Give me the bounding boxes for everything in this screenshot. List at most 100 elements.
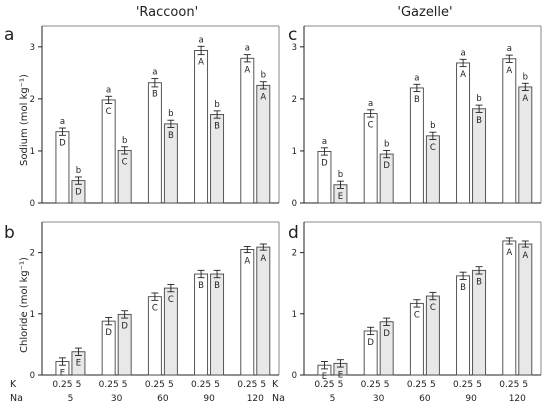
sig-letter-na: D [383, 329, 390, 339]
sig-letter-na: D [321, 158, 328, 168]
row-label-na: Na [272, 393, 285, 404]
bar-k5 [518, 86, 533, 204]
sig-letter-na: A [460, 70, 466, 80]
sig-letter-k: a [368, 99, 373, 109]
x-tick-k: 0.25 [499, 380, 519, 390]
sig-letter-k: b [476, 94, 481, 104]
bar-k0.25 [240, 57, 255, 204]
x-tick-k: 5 [384, 380, 390, 390]
y-tick-label: 2 [30, 95, 35, 105]
sig-letter-na: D [383, 161, 390, 171]
x-tick-k: 5 [214, 380, 220, 390]
sig-letter-k: a [60, 117, 65, 127]
y-tick-label: 0 [292, 199, 297, 209]
x-tick-k: 5 [76, 380, 82, 390]
sig-letter-na: A [506, 66, 512, 76]
bar-k0.25 [502, 240, 517, 376]
x-tick-k: 0.25 [191, 380, 211, 390]
bar-k0.25 [240, 249, 255, 376]
x-tick-k: 0.25 [453, 380, 473, 390]
x-tick-k: 0.25 [99, 380, 119, 390]
bar-k5 [256, 84, 271, 204]
x-tick-k: 5 [522, 380, 528, 390]
sig-letter-na: A [522, 251, 528, 261]
x-tick-na: 30 [373, 394, 385, 404]
sig-letter-k: a [322, 137, 327, 147]
sig-letter-k: b [168, 109, 173, 119]
x-tick-na: 30 [111, 394, 123, 404]
y-tick-label: 3 [292, 43, 297, 53]
sig-letter-k: a [106, 85, 111, 95]
x-tick-na: 90 [203, 394, 215, 404]
y-tick-label: 0 [292, 371, 297, 381]
panel-letter-a: a [4, 25, 14, 45]
sig-letter-na: D [105, 328, 112, 338]
x-tick-na: 120 [509, 394, 526, 404]
y-tick-label: 2 [292, 249, 297, 259]
sig-letter-k: b [523, 72, 528, 82]
y-tick-label: 0 [30, 371, 35, 381]
x-tick-k: 0.25 [407, 380, 427, 390]
sig-letter-na: C [430, 143, 436, 153]
y-tick-label: 3 [30, 43, 35, 53]
sig-letter-k: a [460, 48, 465, 58]
sig-letter-na: C [106, 107, 112, 117]
sig-letter-na: A [260, 254, 266, 264]
sig-letter-k: a [507, 44, 512, 54]
y-tick-label: 2 [292, 95, 297, 105]
bar-k0.25 [456, 62, 471, 204]
row-label-na: Na [10, 393, 23, 404]
sig-letter-na: B [460, 283, 466, 293]
x-tick-na: 120 [247, 394, 264, 404]
sig-letter-na: D [59, 139, 66, 149]
y-tick-label: 0 [30, 199, 35, 209]
x-tick-k: 5 [122, 380, 128, 390]
cultivar-title-raccoon: 'Raccoon' [136, 5, 198, 20]
panel-b-chloride-raccoon: 012E0.25E55D0.25D530C0.25C560B0.25B590A0… [10, 221, 280, 404]
sig-letter-na: D [367, 338, 374, 348]
sig-letter-na: B [476, 277, 482, 287]
bar-k0.25 [409, 87, 424, 204]
chloride-ylabel: Chloride (mol kg⁻¹) [19, 257, 30, 353]
row-label-k: K [272, 379, 279, 390]
sig-letter-k: b [338, 170, 343, 180]
sig-letter-na: B [168, 131, 174, 141]
sig-letter-k: b [261, 71, 266, 81]
sig-letter-na: E [60, 369, 65, 379]
sig-letter-na: C [414, 310, 420, 320]
x-tick-na: 60 [157, 394, 169, 404]
x-tick-k: 5 [476, 380, 482, 390]
bar-k0.25 [147, 82, 162, 204]
sig-letter-k: a [245, 44, 250, 54]
y-tick-label: 2 [30, 249, 35, 259]
sig-letter-na: B [476, 116, 482, 126]
x-tick-na: 5 [68, 394, 74, 404]
sig-letter-na: C [430, 303, 436, 313]
bar-k5 [518, 243, 533, 376]
sig-letter-k: a [152, 68, 157, 78]
x-tick-k: 0.25 [314, 380, 334, 390]
x-tick-na: 60 [419, 394, 431, 404]
sig-letter-na: A [244, 65, 250, 75]
sig-letter-na: E [338, 370, 343, 380]
x-tick-k: 0.25 [52, 380, 72, 390]
sig-letter-k: b [122, 136, 127, 146]
panel-letter-c: c [288, 25, 297, 45]
x-tick-k: 0.25 [237, 380, 257, 390]
sig-letter-na: D [75, 188, 82, 198]
sig-letter-na: B [214, 122, 220, 132]
x-tick-k: 5 [168, 380, 174, 390]
panel-d-chloride-gazelle: 012E0.25E55D0.25D530C0.25C560B0.25B590A0… [272, 221, 542, 404]
sig-letter-na: C [168, 295, 174, 305]
sig-letter-na: D [121, 321, 128, 331]
x-tick-k: 0.25 [145, 380, 165, 390]
x-tick-na: 5 [330, 394, 336, 404]
panel-letter-b: b [4, 223, 15, 243]
sig-letter-na: A [244, 257, 250, 267]
sig-letter-na: E [338, 192, 343, 202]
bar-k0.25 [502, 58, 517, 204]
panel-letter-d: d [288, 223, 299, 243]
